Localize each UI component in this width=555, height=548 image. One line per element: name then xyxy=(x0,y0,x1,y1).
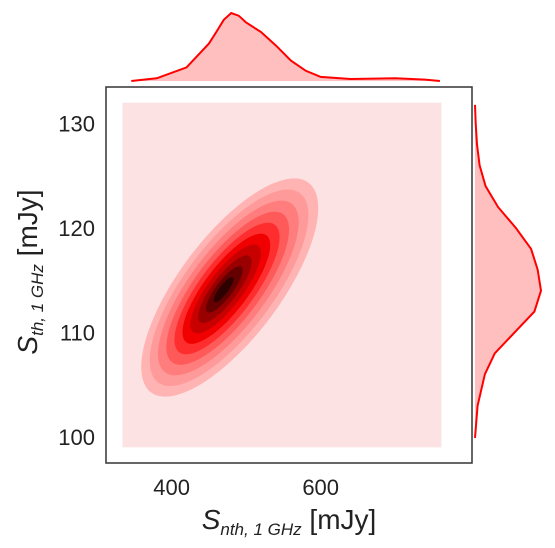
kde-contour-level-10 xyxy=(213,277,234,303)
x-tick-label: 600 xyxy=(302,475,339,500)
kde-contours xyxy=(141,178,319,397)
joint-plot xyxy=(105,86,473,464)
x-tick-label: 400 xyxy=(153,475,190,500)
y-tick-label: 130 xyxy=(58,112,95,137)
plot-frame xyxy=(105,86,473,464)
marginal-y-fill xyxy=(475,104,541,438)
marginal-x-fill xyxy=(131,13,440,81)
marginal-x-line xyxy=(131,11,440,82)
y-tick-label: 110 xyxy=(60,320,95,345)
y-axis-label: Sth, 1 GHz [mJy] xyxy=(12,189,47,354)
marginal-x-kde xyxy=(131,11,440,82)
marginal-y-line xyxy=(474,104,543,438)
y-tick-label: 100 xyxy=(58,425,95,450)
x-axis-label: Snth, 1 GHz [mJy] xyxy=(202,504,377,539)
y-tick-labels: 100 110 120 130 xyxy=(58,112,95,450)
y-tick-label: 120 xyxy=(58,216,95,241)
marginal-y-kde xyxy=(474,104,543,438)
x-tick-labels: 400 600 xyxy=(153,475,339,500)
